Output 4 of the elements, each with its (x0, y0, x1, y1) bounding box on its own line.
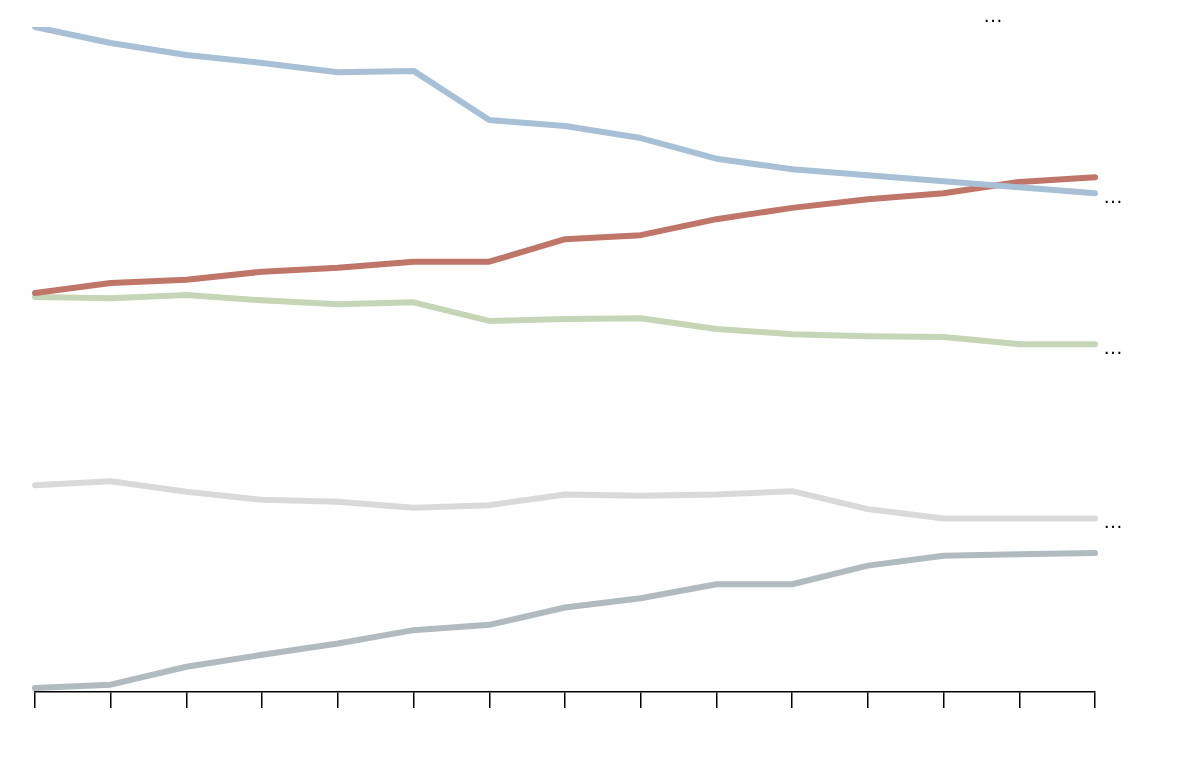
series-label: … (1103, 509, 1123, 532)
series-label: … (1103, 184, 1123, 207)
series-label: … (1103, 335, 1123, 358)
text: … (983, 4, 1003, 26)
